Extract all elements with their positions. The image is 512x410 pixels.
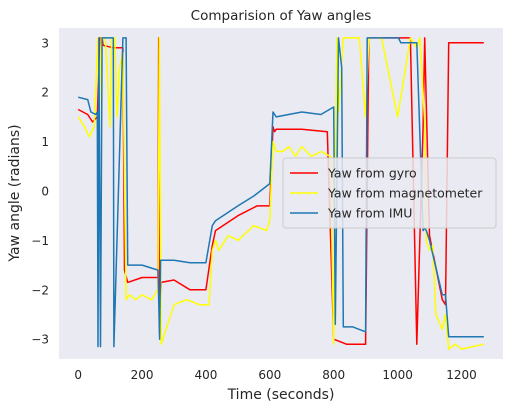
chart-title: Comparision of Yaw angles [191,8,372,24]
x-tick-label: 800 [322,368,345,382]
y-tick-label: 2 [41,86,49,100]
x-tick-label: 400 [194,368,217,382]
x-tick-label: 1000 [382,368,413,382]
y-tick-label: 0 [41,185,49,199]
y-tick-label: 3 [41,36,49,50]
series-line-3 [78,37,484,348]
legend: Yaw from gyro Yaw from magnetometer Yaw … [282,157,497,229]
legend-label-gyro: Yaw from gyro [327,166,417,181]
x-tick-label: 200 [131,368,154,382]
x-tick-label: 1200 [446,368,477,382]
y-tick-label: −2 [31,283,49,297]
y-tick-label: −3 [31,333,49,347]
y-tick-label: −1 [31,234,49,248]
legend-box [282,157,497,229]
series-line-2 [77,37,484,350]
y-tick-label: 1 [41,135,49,149]
x-tick-label: 600 [258,368,281,382]
legend-label-imu: Yaw from IMU [327,206,412,221]
x-tick-label: 0 [74,368,82,382]
x-axis-label: Time (seconds) [227,387,335,403]
y-axis-label: Yaw angle (radians) [7,124,23,262]
legend-label-magnetometer: Yaw from magnetometer [327,186,483,201]
